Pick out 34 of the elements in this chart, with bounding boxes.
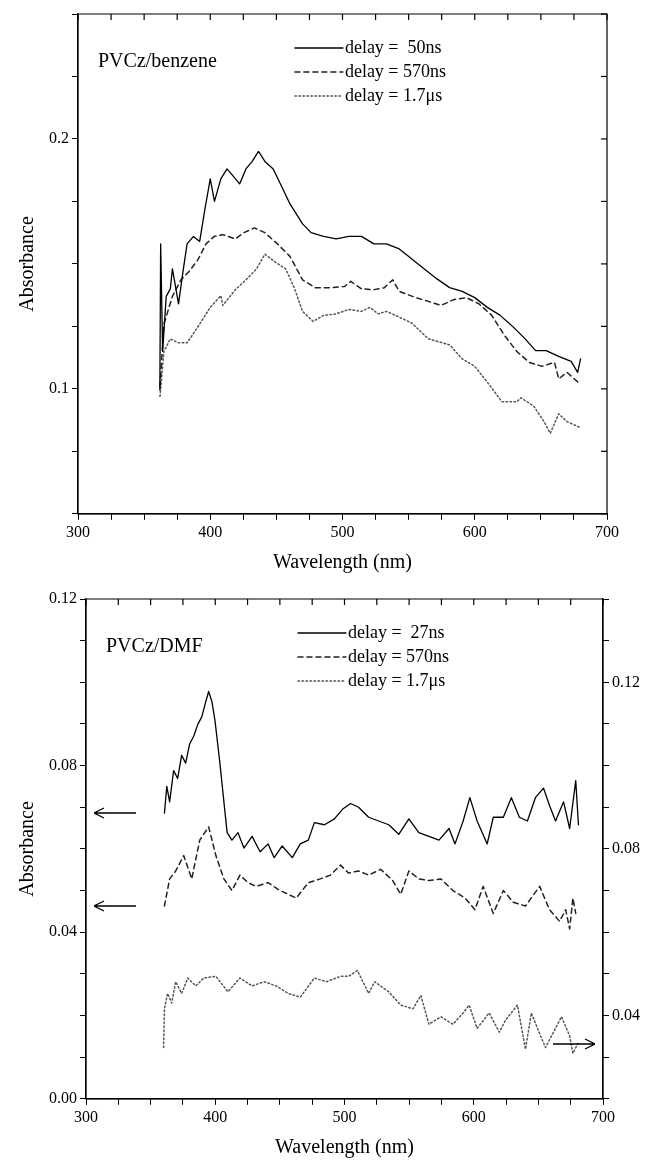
legend-label: delay = 1.7μs [344, 84, 443, 105]
line-series [163, 826, 577, 930]
x-tick-label: 700 [591, 1107, 615, 1125]
y-axis-title: Absorbance [15, 801, 38, 897]
x-tick-label: 400 [203, 1107, 228, 1125]
legend-label: delay = 570ns [344, 60, 447, 81]
y2-tick-label: 0.12 [612, 672, 640, 690]
x-tick-label: 500 [332, 1107, 357, 1125]
annotation: PVCz/benzene [98, 49, 217, 72]
x-tick-label: 400 [198, 522, 223, 540]
x-axis-title: Wavelength (nm) [275, 1135, 414, 1159]
legend-label: delay = 27ns [347, 621, 445, 642]
x-tick-label: 300 [66, 522, 90, 540]
y-tick-label: 0.2 [49, 129, 69, 147]
y2-tick-label: 0.08 [612, 839, 640, 857]
legend-label: delay = 50ns [344, 36, 442, 57]
y-tick-label: 0.12 [49, 589, 77, 607]
line-series [159, 253, 581, 435]
legend-label: delay = 1.7μs [347, 669, 446, 690]
x-tick-label: 600 [461, 1107, 486, 1125]
x-axis-title: Wavelength (nm) [273, 550, 412, 574]
x-tick-label: 300 [74, 1107, 98, 1125]
legend-label: delay = 570ns [347, 645, 450, 666]
x-tick-label: 500 [330, 522, 355, 540]
y-tick-label: 0.00 [49, 1089, 77, 1106]
line-series [162, 969, 579, 1055]
y-axis-title: Absorbance [15, 216, 38, 312]
y-tick-label: 0.1 [49, 379, 69, 397]
annotation: PVCz/DMF [106, 634, 203, 657]
y-tick-label: 0.04 [49, 922, 77, 940]
y-tick-label: 0.08 [49, 755, 77, 773]
x-tick-label: 600 [462, 522, 487, 540]
x-tick-label: 700 [595, 522, 619, 540]
y2-tick-label: 0.04 [612, 1005, 640, 1023]
